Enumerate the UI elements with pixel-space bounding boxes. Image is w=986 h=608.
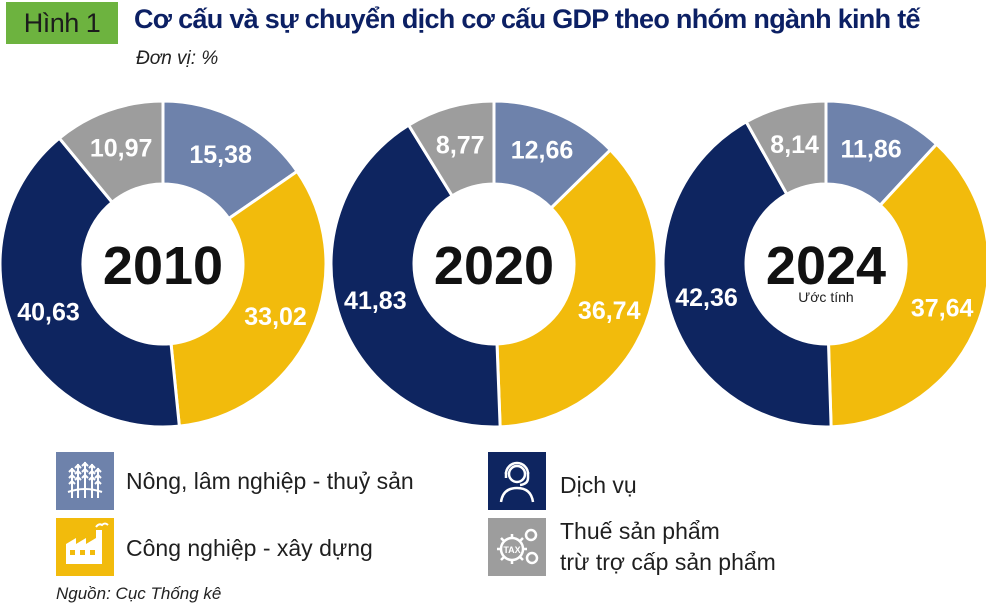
- figure-badge: Hình 1: [6, 2, 118, 44]
- donut-center-note-2024: Ước tính: [798, 289, 853, 305]
- data-label-2020-tax: 8,77: [436, 132, 485, 160]
- legend-label-tax-line1: Thuế sản phẩm: [560, 518, 720, 544]
- chart-title: Cơ cấu và sự chuyển dịch cơ cấu GDP theo…: [134, 4, 921, 34]
- wheat-icon: [56, 452, 114, 510]
- donut-slice-2010-industry: [169, 169, 328, 428]
- legend-label-industry: Công nghiệp - xây dựng: [126, 535, 373, 561]
- legend-label-agriculture: Nông, lâm nghiệp - thuỷ sản: [126, 468, 414, 494]
- legend-label-tax-line2: trừ trợ cấp sản phẩm: [560, 549, 776, 575]
- data-label-2020-agriculture: 12,66: [511, 137, 574, 165]
- service-person-icon: [488, 452, 546, 510]
- data-label-2020-services: 41,83: [344, 287, 407, 315]
- tax-gears-icon: TAX: [488, 518, 546, 576]
- donut-slice-2010-services: [0, 136, 182, 429]
- data-label-2024-agriculture: 11,86: [841, 136, 902, 164]
- donut-slice-2024-services: [661, 119, 833, 429]
- donut-slice-2020-services: [329, 123, 502, 429]
- data-label-2010-services: 40,63: [17, 299, 80, 327]
- donut-slice-2024-industry: [826, 142, 986, 429]
- legend-label-services: Dịch vụ: [560, 472, 637, 498]
- donut-slice-2010-tax: [57, 99, 165, 205]
- data-label-2010-tax: 10,97: [90, 134, 153, 162]
- donut-center-year-2024: 2024: [766, 236, 886, 296]
- source-note: Nguồn: Cục Thống kê: [56, 584, 222, 603]
- data-label-2010-agriculture: 15,38: [189, 141, 252, 169]
- data-label-2024-industry: 37,64: [911, 294, 974, 322]
- data-label-2024-tax: 8,14: [770, 131, 819, 159]
- factory-icon: [56, 518, 114, 576]
- data-label-2024-services: 42,36: [675, 284, 738, 312]
- data-label-2020-industry: 36,74: [578, 297, 641, 325]
- donut-slice-2020-tax: [406, 99, 496, 198]
- donut-slice-2024-tax: [744, 99, 828, 197]
- donut-slice-2020-industry: [495, 147, 659, 429]
- donut-center-year-2010: 2010: [103, 236, 223, 296]
- tax-icon-text: TAX: [503, 545, 520, 555]
- unit-label: Đơn vị: %: [136, 48, 219, 69]
- donut-center-year-2020: 2020: [434, 236, 554, 296]
- data-label-2010-industry: 33,02: [244, 303, 307, 331]
